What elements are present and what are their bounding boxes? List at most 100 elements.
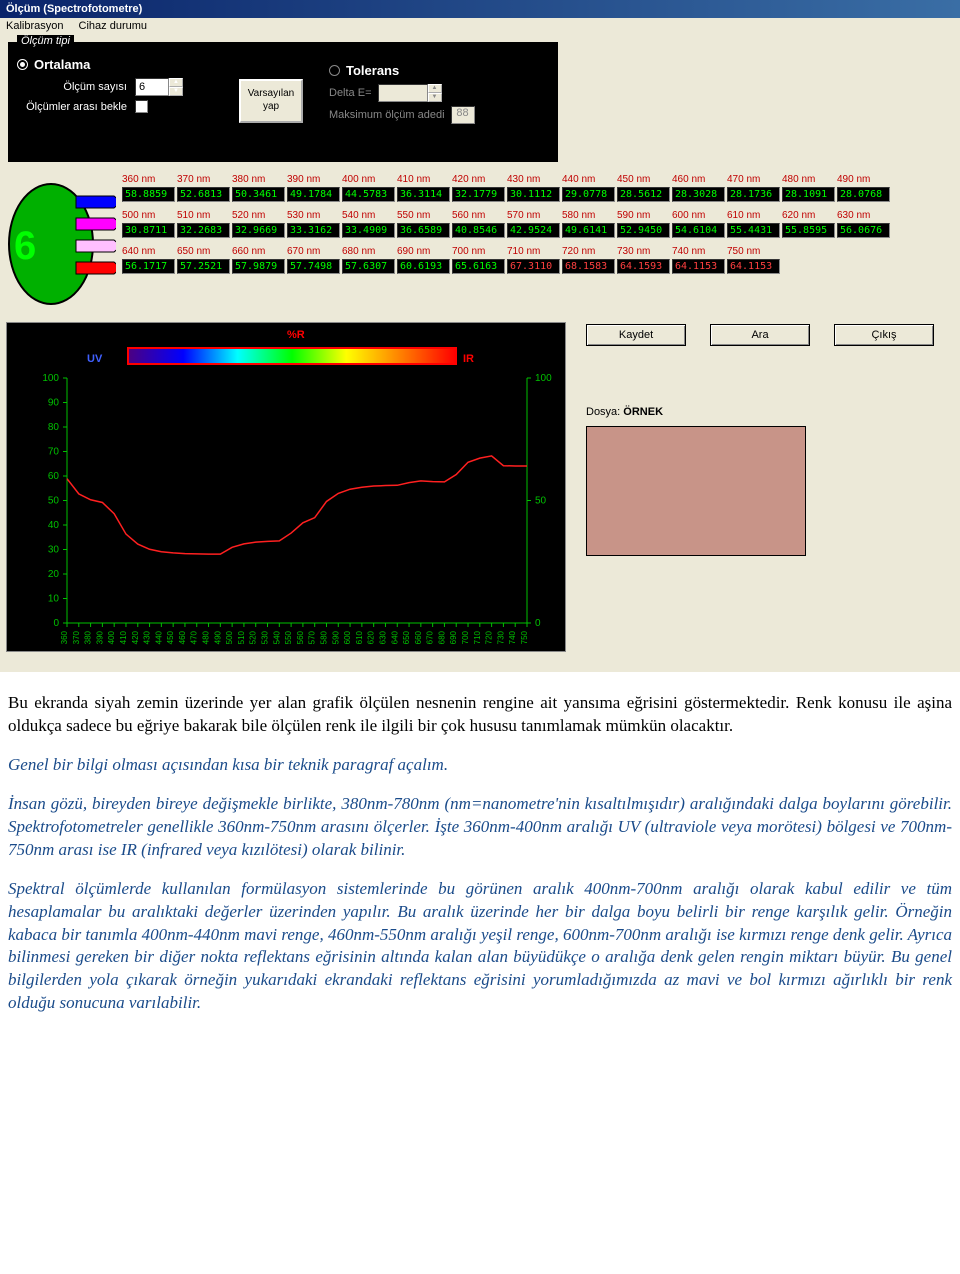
reading-value: 28.3028: [672, 187, 725, 202]
svg-text:750: 750: [520, 630, 529, 644]
reading-nm-label: 460 nm: [672, 174, 725, 185]
svg-text:650: 650: [402, 630, 411, 644]
reading-nm-label: 470 nm: [727, 174, 780, 185]
bekle-label: Ölçümler arası bekle: [17, 101, 127, 113]
reading-nm-label: 670 nm: [287, 246, 340, 257]
svg-text:690: 690: [449, 630, 458, 644]
menu-cihaz-durumu[interactable]: Cihaz durumu: [79, 20, 147, 32]
reading-value: 57.9879: [232, 259, 285, 274]
olcum-sayisi-label: Ölçüm sayısı: [17, 81, 127, 93]
delta-e-spinner: ▲▼: [428, 84, 442, 102]
svg-text:500: 500: [225, 630, 234, 644]
reading-value: 57.7498: [287, 259, 340, 274]
reading-value: 64.1153: [727, 259, 780, 274]
reading-nm-label: 430 nm: [507, 174, 560, 185]
reading-nm-label: 570 nm: [507, 210, 560, 221]
reading-nm-label: 560 nm: [452, 210, 505, 221]
svg-text:390: 390: [95, 630, 104, 644]
svg-text:580: 580: [319, 630, 328, 644]
svg-text:10: 10: [48, 594, 60, 605]
reading-value: 60.6193: [397, 259, 450, 274]
reading-value: 50.3461: [232, 187, 285, 202]
window-title: Ölçüm (Spectrofotometre): [6, 3, 142, 15]
svg-text:90: 90: [48, 398, 60, 409]
reading-value: 30.8711: [122, 223, 175, 238]
reading-value: 55.8595: [782, 223, 835, 238]
svg-text:510: 510: [237, 630, 246, 644]
reading-value: 28.5612: [617, 187, 670, 202]
reading-value: 32.9669: [232, 223, 285, 238]
reading-nm-label: 420 nm: [452, 174, 505, 185]
reading-nm-label: 500 nm: [122, 210, 175, 221]
reading-nm-label: 490 nm: [837, 174, 890, 185]
article-p1: Bu ekranda siyah zemin üzerinde yer alan…: [8, 692, 952, 738]
reading-value: 52.9450: [617, 223, 670, 238]
reading-nm-label: 550 nm: [397, 210, 450, 221]
svg-text:360: 360: [60, 630, 69, 644]
sensor-indicator: 6: [6, 174, 116, 314]
reading-nm-label: 610 nm: [727, 210, 780, 221]
reading-nm-label: 730 nm: [617, 246, 670, 257]
olcum-sayisi-input[interactable]: [135, 78, 169, 96]
reading-nm-label: 720 nm: [562, 246, 615, 257]
svg-text:490: 490: [213, 630, 222, 644]
reading-nm-label: 710 nm: [507, 246, 560, 257]
svg-text:100: 100: [535, 373, 552, 384]
ortalama-radio[interactable]: [17, 59, 28, 70]
cikis-button[interactable]: Çıkış: [834, 324, 934, 346]
svg-text:430: 430: [143, 630, 152, 644]
olcum-tipi-group: Ölçüm tipi Ortalama Ölçüm sayısı ▲▼ Ölçü…: [8, 42, 558, 162]
reading-nm-label: 360 nm: [122, 174, 175, 185]
svg-text:520: 520: [249, 630, 258, 644]
kaydet-button[interactable]: Kaydet: [586, 324, 686, 346]
reading-nm-label: 540 nm: [342, 210, 395, 221]
varsayilan-button[interactable]: Varsayılan yap: [239, 79, 303, 123]
reflectance-chart: %R UV IR 0010203040505060708090100100360…: [6, 322, 566, 652]
ara-button[interactable]: Ara: [710, 324, 810, 346]
reading-value: 33.4909: [342, 223, 395, 238]
svg-text:550: 550: [284, 630, 293, 644]
menu-kalibrasyon[interactable]: Kalibrasyon: [6, 20, 63, 32]
svg-text:710: 710: [473, 630, 482, 644]
reading-nm-label: 440 nm: [562, 174, 615, 185]
reading-value: 28.1091: [782, 187, 835, 202]
svg-text:0: 0: [53, 618, 59, 629]
reading-value: 28.1736: [727, 187, 780, 202]
reading-value: 32.1779: [452, 187, 505, 202]
color-swatch: [586, 426, 806, 556]
svg-text:730: 730: [496, 630, 505, 644]
svg-text:470: 470: [190, 630, 199, 644]
svg-text:370: 370: [72, 630, 81, 644]
ortalama-label: Ortalama: [34, 57, 90, 72]
reading-value: 49.1784: [287, 187, 340, 202]
reading-value: 28.0768: [837, 187, 890, 202]
svg-text:100: 100: [42, 373, 59, 384]
reading-value: 49.6141: [562, 223, 615, 238]
svg-text:70: 70: [48, 447, 60, 458]
reading-value: 67.3110: [507, 259, 560, 274]
reading-value: 30.1112: [507, 187, 560, 202]
reading-nm-label: 620 nm: [782, 210, 835, 221]
reading-value: 56.1717: [122, 259, 175, 274]
reading-value: 36.3114: [397, 187, 450, 202]
olcum-sayisi-spinner[interactable]: ▲▼: [169, 78, 183, 96]
reading-nm-label: 680 nm: [342, 246, 395, 257]
reading-value: 68.1583: [562, 259, 615, 274]
svg-text:530: 530: [261, 630, 270, 644]
readings-grid: 360 nm370 nm380 nm390 nm400 nm410 nm420 …: [122, 174, 954, 314]
svg-text:590: 590: [331, 630, 340, 644]
reading-value: 32.2683: [177, 223, 230, 238]
tolerans-radio[interactable]: [329, 65, 340, 76]
svg-text:440: 440: [154, 630, 163, 644]
reading-nm-label: 480 nm: [782, 174, 835, 185]
svg-text:720: 720: [485, 630, 494, 644]
svg-text:400: 400: [107, 630, 116, 644]
reading-nm-label: 530 nm: [287, 210, 340, 221]
reading-nm-label: 600 nm: [672, 210, 725, 221]
reading-nm-label: 450 nm: [617, 174, 670, 185]
bekle-checkbox[interactable]: ✓: [135, 100, 148, 113]
reading-nm-label: 630 nm: [837, 210, 890, 221]
svg-text:600: 600: [343, 630, 352, 644]
svg-text:700: 700: [461, 630, 470, 644]
svg-text:460: 460: [178, 630, 187, 644]
